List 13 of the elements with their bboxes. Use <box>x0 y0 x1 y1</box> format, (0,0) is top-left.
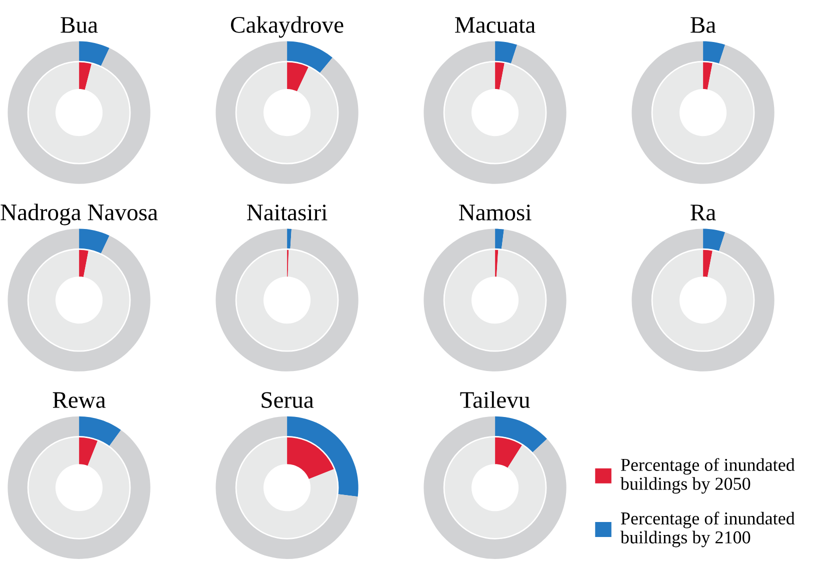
chart-title: Rewa <box>52 392 106 408</box>
chart-title: Ra <box>690 204 716 220</box>
legend-label: Percentage of inundated buildings by 2100 <box>620 512 795 548</box>
chart-title: Ba <box>690 17 716 33</box>
chart-title: Bua <box>60 17 98 33</box>
chart-title: Cakaydrove <box>230 16 344 38</box>
chart-title: Naitasiri <box>247 204 328 220</box>
chart-title: Nadroga Navosa <box>0 204 158 226</box>
legend-label: Percentage of inundated buildings by 2050 <box>620 458 795 494</box>
chart-title: Namosi <box>458 204 532 220</box>
chart-title: Tailevu <box>460 391 530 408</box>
chart-title: Macuata <box>455 17 536 33</box>
chart-title: Serua <box>262 392 314 408</box>
